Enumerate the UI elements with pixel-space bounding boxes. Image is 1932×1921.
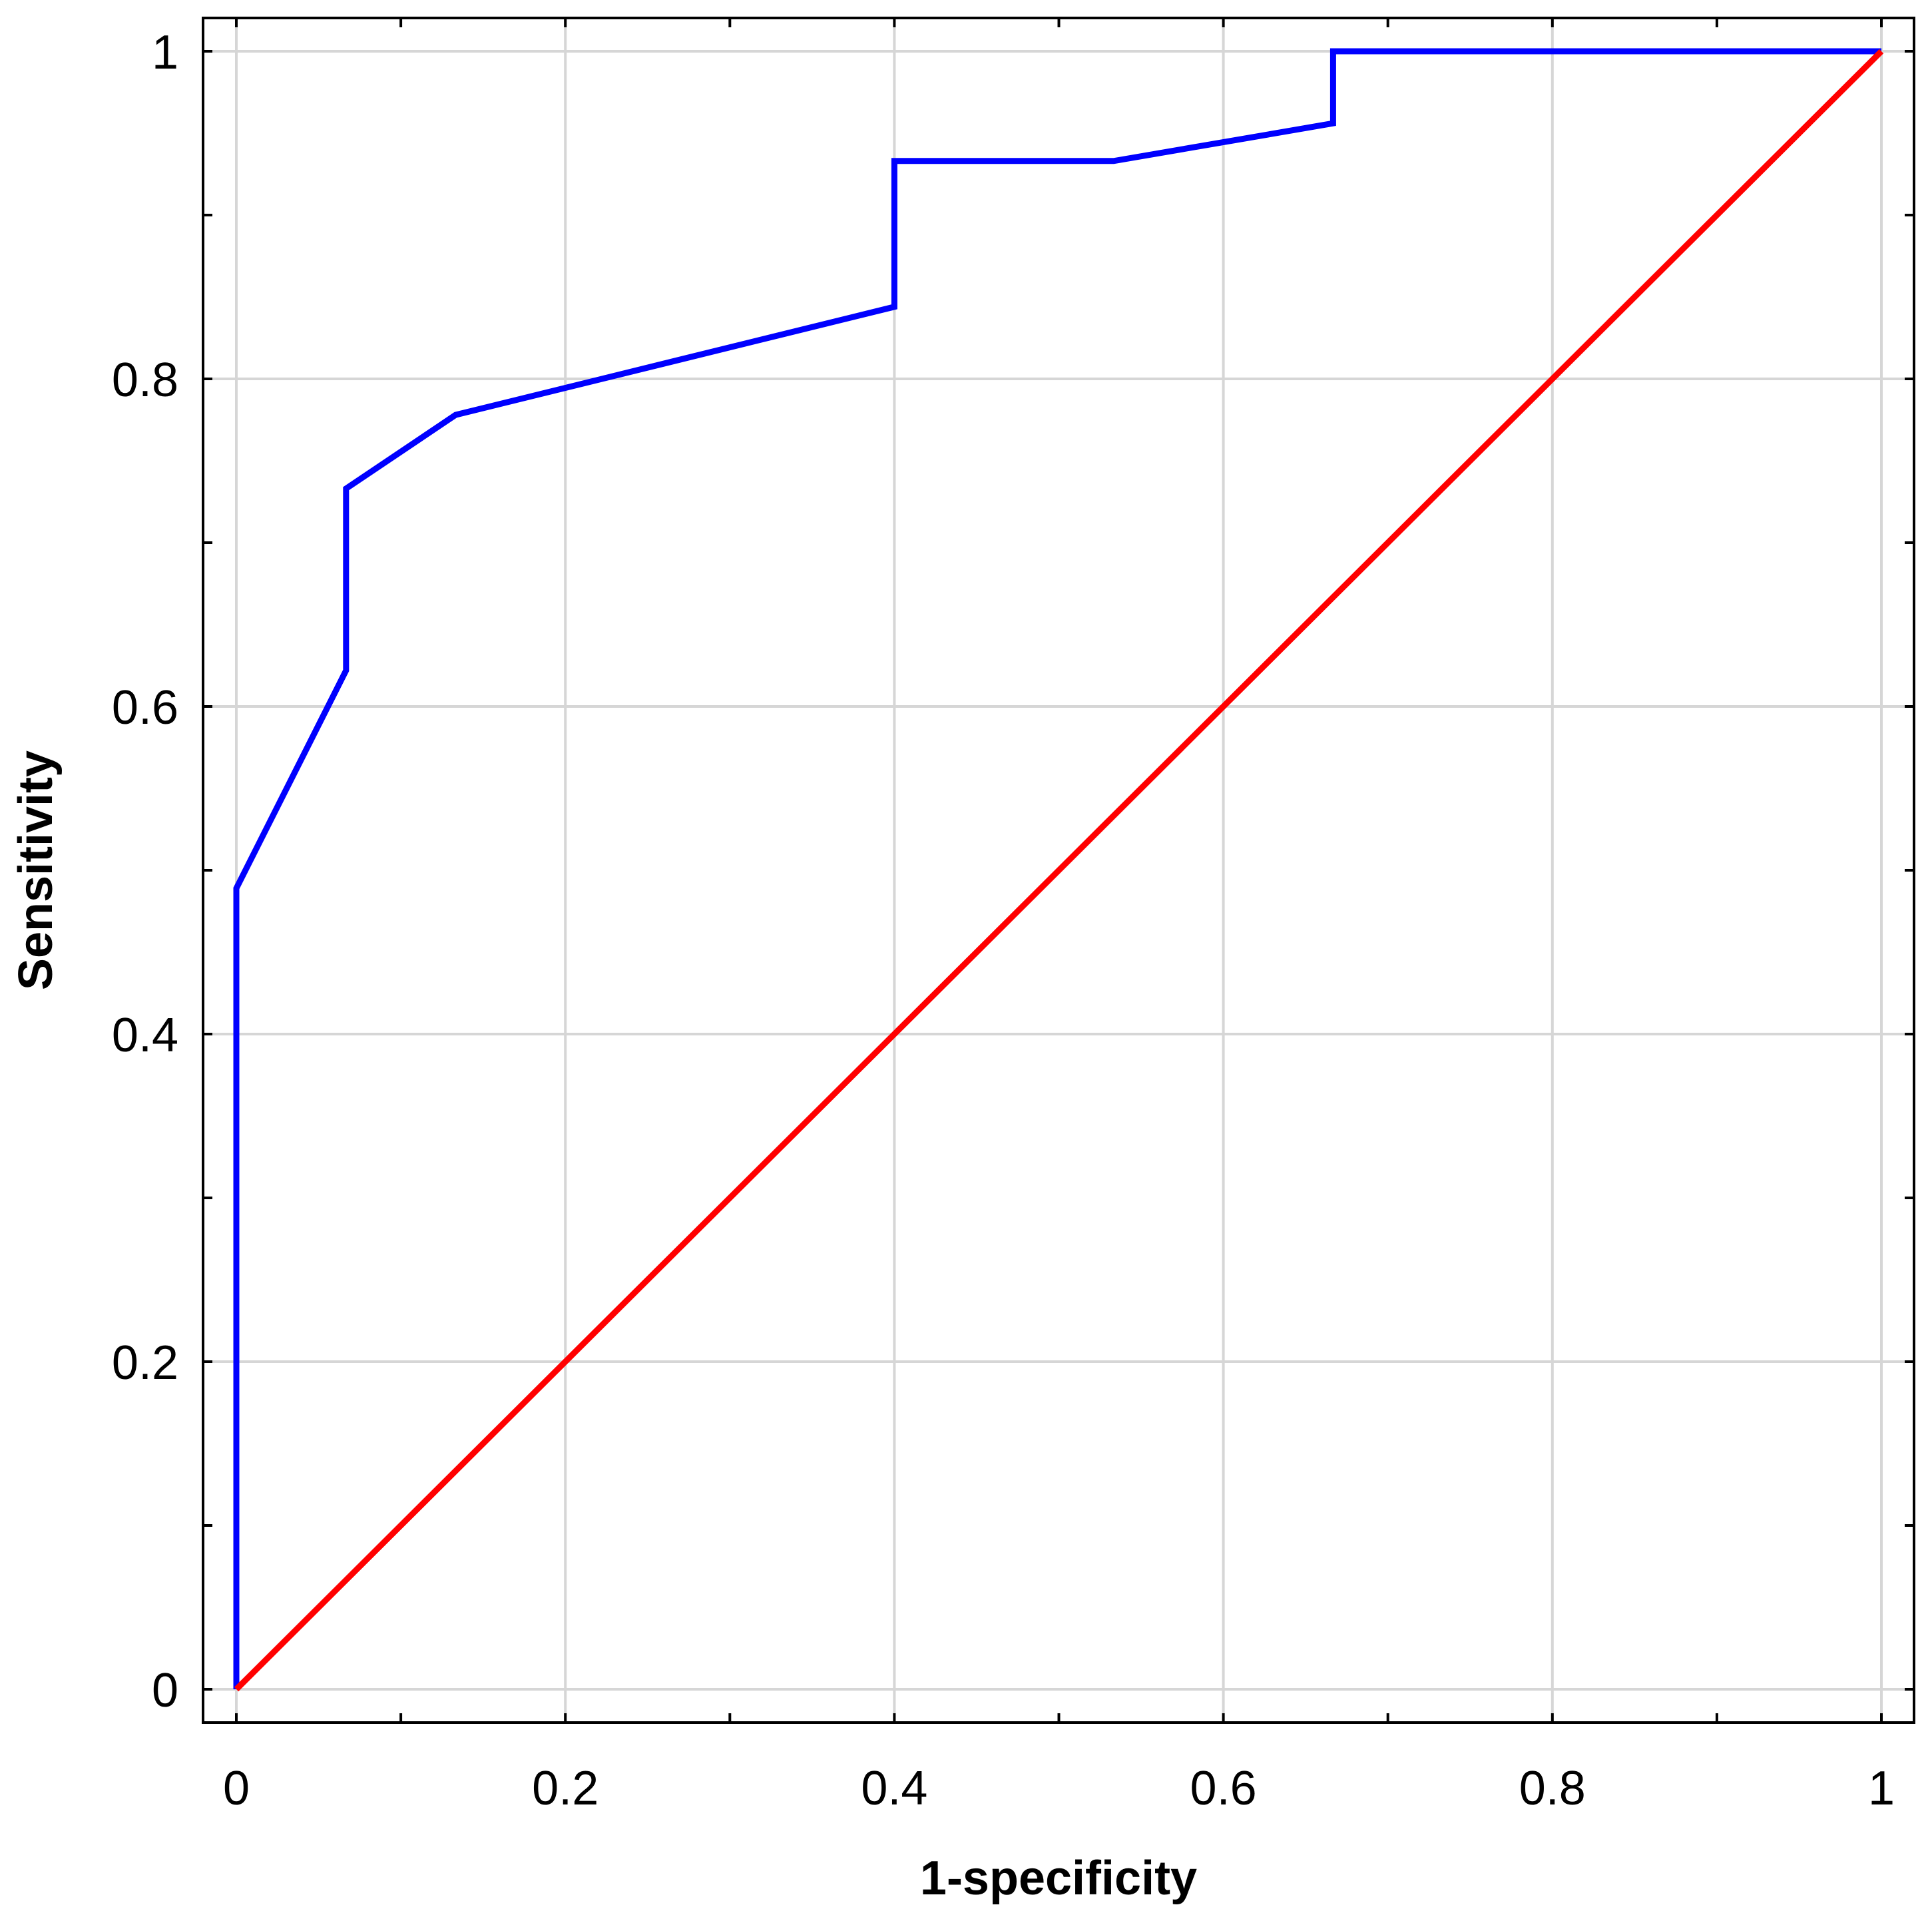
y-tick-label: 0.2 bbox=[112, 1336, 178, 1390]
y-tick-label: 0.4 bbox=[112, 1009, 178, 1062]
x-tick-label: 0 bbox=[223, 1762, 250, 1815]
x-tick-labels: 0 0.2 0.4 0.6 0.8 1 bbox=[223, 1762, 1895, 1815]
x-tick-label: 0.2 bbox=[532, 1762, 599, 1815]
reference-diagonal-line bbox=[234, 49, 1884, 1692]
y-tick-labels: 0 0.2 0.4 0.6 0.8 1 bbox=[112, 26, 178, 1717]
y-tick-label: 0 bbox=[152, 1664, 178, 1717]
x-tick-label: 0.6 bbox=[1190, 1762, 1257, 1815]
x-axis-title: 1-specificity bbox=[920, 1852, 1197, 1905]
x-tick-label: 1 bbox=[1868, 1762, 1895, 1815]
y-tick-label: 0.6 bbox=[112, 681, 178, 734]
x-tick-label: 0.8 bbox=[1519, 1762, 1586, 1815]
y-axis-title: Sensitivity bbox=[9, 750, 63, 990]
y-tick-label: 0.8 bbox=[112, 354, 178, 407]
roc-curve-line bbox=[233, 48, 1881, 1689]
y-tick-label: 1 bbox=[152, 26, 178, 79]
series-layer bbox=[233, 48, 1884, 1692]
x-tick-label: 0.4 bbox=[861, 1762, 927, 1815]
tick-marks bbox=[203, 18, 1914, 1723]
